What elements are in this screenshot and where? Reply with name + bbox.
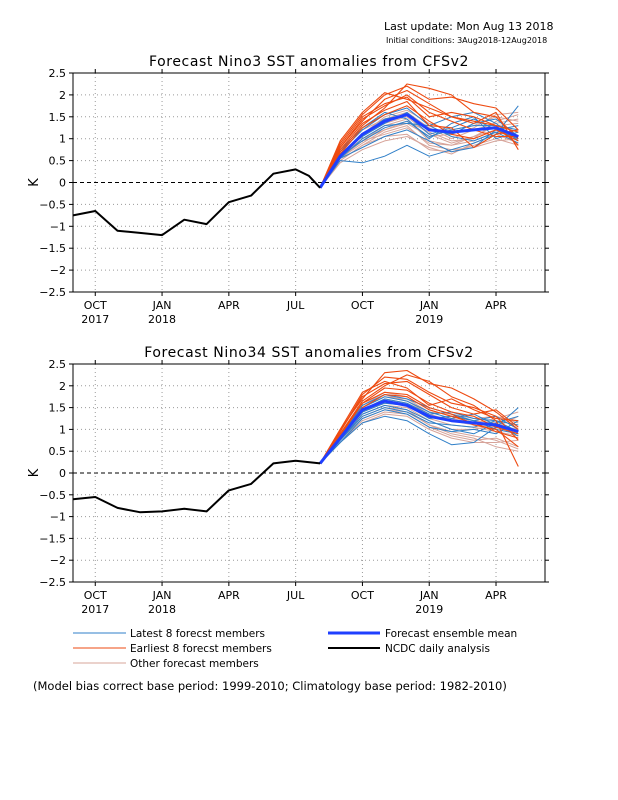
plot-frame	[72, 72, 546, 293]
y-tick-label: 1.5	[49, 111, 67, 124]
x-year-label: 2019	[415, 603, 443, 616]
earliest-member-line	[319, 96, 519, 189]
earliest-member-line	[319, 89, 519, 189]
y-tick-label: −2.5	[39, 286, 66, 299]
legend-label-latest: Latest 8 forecst members	[130, 628, 265, 640]
x-year-label: 2017	[81, 603, 109, 616]
latest-member-line	[319, 407, 519, 464]
y-tick-label: −1.5	[39, 532, 66, 545]
legend-label-other: Other forecast members	[130, 658, 259, 670]
earliest-member-line	[319, 94, 519, 189]
x-tick-label: JAN	[152, 589, 172, 602]
y-tick-label: 2	[59, 380, 66, 393]
y-tick-label: −2	[50, 554, 66, 567]
plot-frame	[72, 363, 546, 583]
y-tick-label: −1.5	[39, 242, 66, 255]
y-tick-label: 0.5	[49, 155, 67, 168]
x-tick-label: APR	[485, 589, 507, 602]
latest-member-line	[319, 409, 519, 464]
x-tick-label: JAN	[419, 299, 439, 312]
earliest-member-line	[319, 100, 519, 189]
x-tick-label: JUL	[286, 589, 305, 602]
earliest-member-line	[319, 85, 519, 189]
x-year-label: 2018	[148, 313, 176, 326]
chart-title: Forecast Nino34 SST anomalies from CFSv2	[144, 345, 474, 361]
y-tick-label: −2	[50, 264, 66, 277]
legend-label-ncdc: NCDC daily analysis	[385, 643, 490, 655]
x-tick-label: APR	[485, 299, 507, 312]
x-year-label: 2019	[415, 313, 443, 326]
chart-panel-2: Forecast Nino34 SST anomalies from CFSv2…	[27, 345, 549, 616]
legend: Latest 8 forecst members Earliest 8 forec…	[73, 628, 517, 670]
y-axis-label: K	[27, 468, 42, 477]
y-tick-label: −1	[50, 511, 66, 524]
earliest-member-line	[319, 374, 519, 467]
earliest-member-line	[319, 83, 519, 189]
legend-label-mean: Forecast ensemble mean	[385, 628, 517, 640]
ncdc-observed-line	[72, 168, 321, 237]
ensemble-mean-line	[318, 113, 519, 189]
footnote-text: (Model bias correct base period: 1999-20…	[33, 679, 507, 693]
y-tick-label: 1	[59, 423, 66, 436]
y-tick-label: −2.5	[39, 576, 66, 589]
x-tick-label: APR	[218, 299, 240, 312]
x-tick-label: JAN	[419, 589, 439, 602]
y-tick-label: 0	[59, 177, 66, 190]
ncdc-observed-line	[72, 459, 321, 514]
x-tick-label: APR	[218, 589, 240, 602]
x-tick-label: OCT	[351, 299, 374, 312]
y-tick-label: 2.5	[49, 358, 67, 371]
earliest-member-line	[319, 380, 519, 464]
y-tick-label: 2	[59, 89, 66, 102]
latest-member-line	[319, 122, 519, 189]
latest-member-line	[319, 129, 519, 189]
earliest-member-line	[319, 380, 519, 464]
x-tick-label: JAN	[152, 299, 172, 312]
y-tick-label: −1	[50, 220, 66, 233]
y-tick-label: −0.5	[39, 198, 66, 211]
y-tick-label: 0.5	[49, 445, 67, 458]
y-tick-label: 2.5	[49, 67, 67, 80]
chart-title: Forecast Nino3 SST anomalies from CFSv2	[149, 54, 469, 70]
legend-label-earliest: Earliest 8 forecst members	[130, 643, 272, 655]
ensemble-mean-line	[318, 399, 519, 465]
x-tick-label: OCT	[84, 299, 107, 312]
x-tick-label: JUL	[286, 299, 305, 312]
x-year-label: 2018	[148, 603, 176, 616]
latest-member-line	[319, 404, 519, 464]
initial-conditions-text: Initial conditions: 3Aug2018-12Aug2018	[386, 36, 548, 45]
earliest-member-line	[319, 391, 519, 464]
y-axis-label: K	[27, 178, 42, 187]
last-update-text: Last update: Mon Aug 13 2018	[384, 20, 554, 33]
chart-panel-1: Forecast Nino3 SST anomalies from CFSv2 2…	[27, 54, 549, 326]
y-tick-label: 1	[59, 133, 66, 146]
x-tick-label: OCT	[351, 589, 374, 602]
y-tick-label: −0.5	[39, 489, 66, 502]
y-tick-label: 0	[59, 467, 66, 480]
x-tick-label: OCT	[84, 589, 107, 602]
y-tick-label: 1.5	[49, 402, 67, 415]
x-year-label: 2017	[81, 313, 109, 326]
